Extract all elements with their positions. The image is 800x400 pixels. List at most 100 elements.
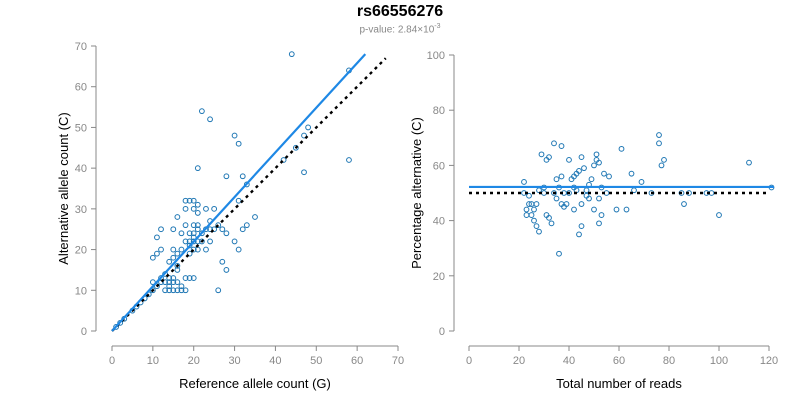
left-data-point — [194, 201, 201, 208]
right-data-point — [618, 145, 625, 152]
left-data-point — [223, 267, 230, 273]
right-data-point — [528, 212, 535, 218]
right-data-point — [656, 140, 662, 147]
right-data-point — [551, 140, 557, 147]
right-data-point — [536, 228, 542, 235]
left-data-point — [190, 230, 197, 237]
right-y-tick-label: 40 — [433, 216, 445, 228]
left-x-tick-label: 60 — [351, 355, 363, 367]
right-data-point — [588, 176, 595, 183]
left-data-point — [235, 246, 242, 253]
right-data-point — [746, 159, 752, 166]
left-data-point — [186, 230, 193, 237]
right-x-tick-label: 20 — [513, 355, 525, 367]
right-data-point — [628, 170, 635, 177]
right-data-point — [613, 206, 620, 213]
left-y-tick-label: 30 — [75, 204, 87, 216]
left-x-axis-title: Reference allele count (G) — [179, 376, 331, 391]
right-data-point — [526, 192, 532, 199]
left-data-point — [170, 287, 177, 294]
left-data-point — [239, 173, 246, 180]
left-data-point — [223, 230, 230, 237]
right-x-tick-label: 100 — [710, 355, 728, 367]
right-y-axis-title: Percentage alternative (C) — [409, 117, 424, 269]
right-data-point — [576, 168, 582, 174]
left-data-point — [149, 254, 156, 261]
left-data-point — [170, 254, 177, 261]
left-data-point — [219, 258, 226, 265]
left-x-tick-label: 70 — [392, 355, 404, 367]
right-data-point — [596, 159, 602, 166]
right-data-point — [638, 179, 645, 185]
left-data-point — [174, 279, 181, 286]
left-data-point — [203, 205, 209, 212]
right-y-tick-label: 60 — [433, 160, 445, 172]
left-data-point — [252, 214, 258, 220]
right-data-point — [563, 201, 570, 207]
left-data-point — [235, 197, 242, 204]
left-data-point — [158, 226, 164, 233]
left-data-point — [174, 250, 181, 257]
right-data-point — [566, 156, 572, 163]
right-data-point — [591, 206, 597, 213]
right-data-point — [596, 220, 602, 227]
left-data-point — [182, 205, 189, 212]
right-data-point — [558, 173, 565, 180]
left-data-point — [174, 214, 181, 220]
right-data-point — [606, 173, 612, 180]
right-data-point — [531, 206, 537, 213]
right-data-point — [598, 212, 605, 218]
right-y-tick-label: 100 — [427, 50, 445, 62]
left-data-point — [190, 234, 197, 241]
right-data-point — [581, 165, 587, 172]
right-data-point — [576, 231, 582, 238]
right-data-point — [546, 154, 552, 161]
left-y-tick-label: 50 — [75, 122, 87, 134]
right-data-point — [521, 179, 527, 185]
right-data-point — [533, 223, 540, 230]
right-x-tick-label: 80 — [663, 355, 675, 367]
left-data-point — [158, 279, 164, 286]
right-data-point — [523, 206, 530, 213]
right-data-point — [553, 176, 560, 183]
left-data-point — [207, 238, 213, 245]
left-data-point — [186, 242, 193, 249]
left-data-point — [174, 262, 181, 269]
right-data-point — [533, 201, 540, 207]
left-data-point — [239, 226, 246, 233]
left-y-tick-label: 10 — [75, 285, 87, 297]
left-data-point — [158, 246, 164, 253]
left-data-point — [170, 246, 177, 253]
left-data-point — [190, 205, 197, 212]
left-data-point — [154, 283, 160, 290]
left-data-point — [178, 287, 185, 294]
right-data-point — [553, 195, 560, 202]
right-data-point — [656, 132, 662, 138]
right-data-point — [661, 156, 667, 163]
right-data-point — [593, 151, 600, 158]
right-data-point — [548, 220, 555, 227]
left-data-point — [194, 226, 201, 233]
right-data-point — [623, 206, 630, 213]
left-data-point — [186, 275, 193, 281]
chart-title: rs66556276 — [356, 3, 444, 20]
left-data-point — [182, 238, 189, 245]
left-data-point — [182, 275, 189, 281]
right-scatter-panel: 0 20 40 60 80 100 120 0 20 40 60 80 100 Total number … — [409, 50, 778, 391]
left-data-point — [231, 132, 238, 139]
left-y-tick-label: 0 — [81, 326, 87, 338]
left-data-point — [198, 238, 205, 245]
left-data-point — [288, 51, 295, 58]
right-data-point — [578, 154, 585, 161]
left-data-point — [170, 275, 177, 281]
left-data-point — [182, 222, 189, 229]
left-data-point — [292, 144, 299, 151]
left-data-point — [194, 222, 201, 229]
left-data-point — [182, 197, 189, 204]
left-data-point — [154, 250, 160, 257]
left-x-tick-label: 40 — [269, 355, 281, 367]
left-data-point — [113, 324, 119, 330]
right-data-point — [586, 195, 592, 202]
left-data-point — [190, 238, 197, 245]
